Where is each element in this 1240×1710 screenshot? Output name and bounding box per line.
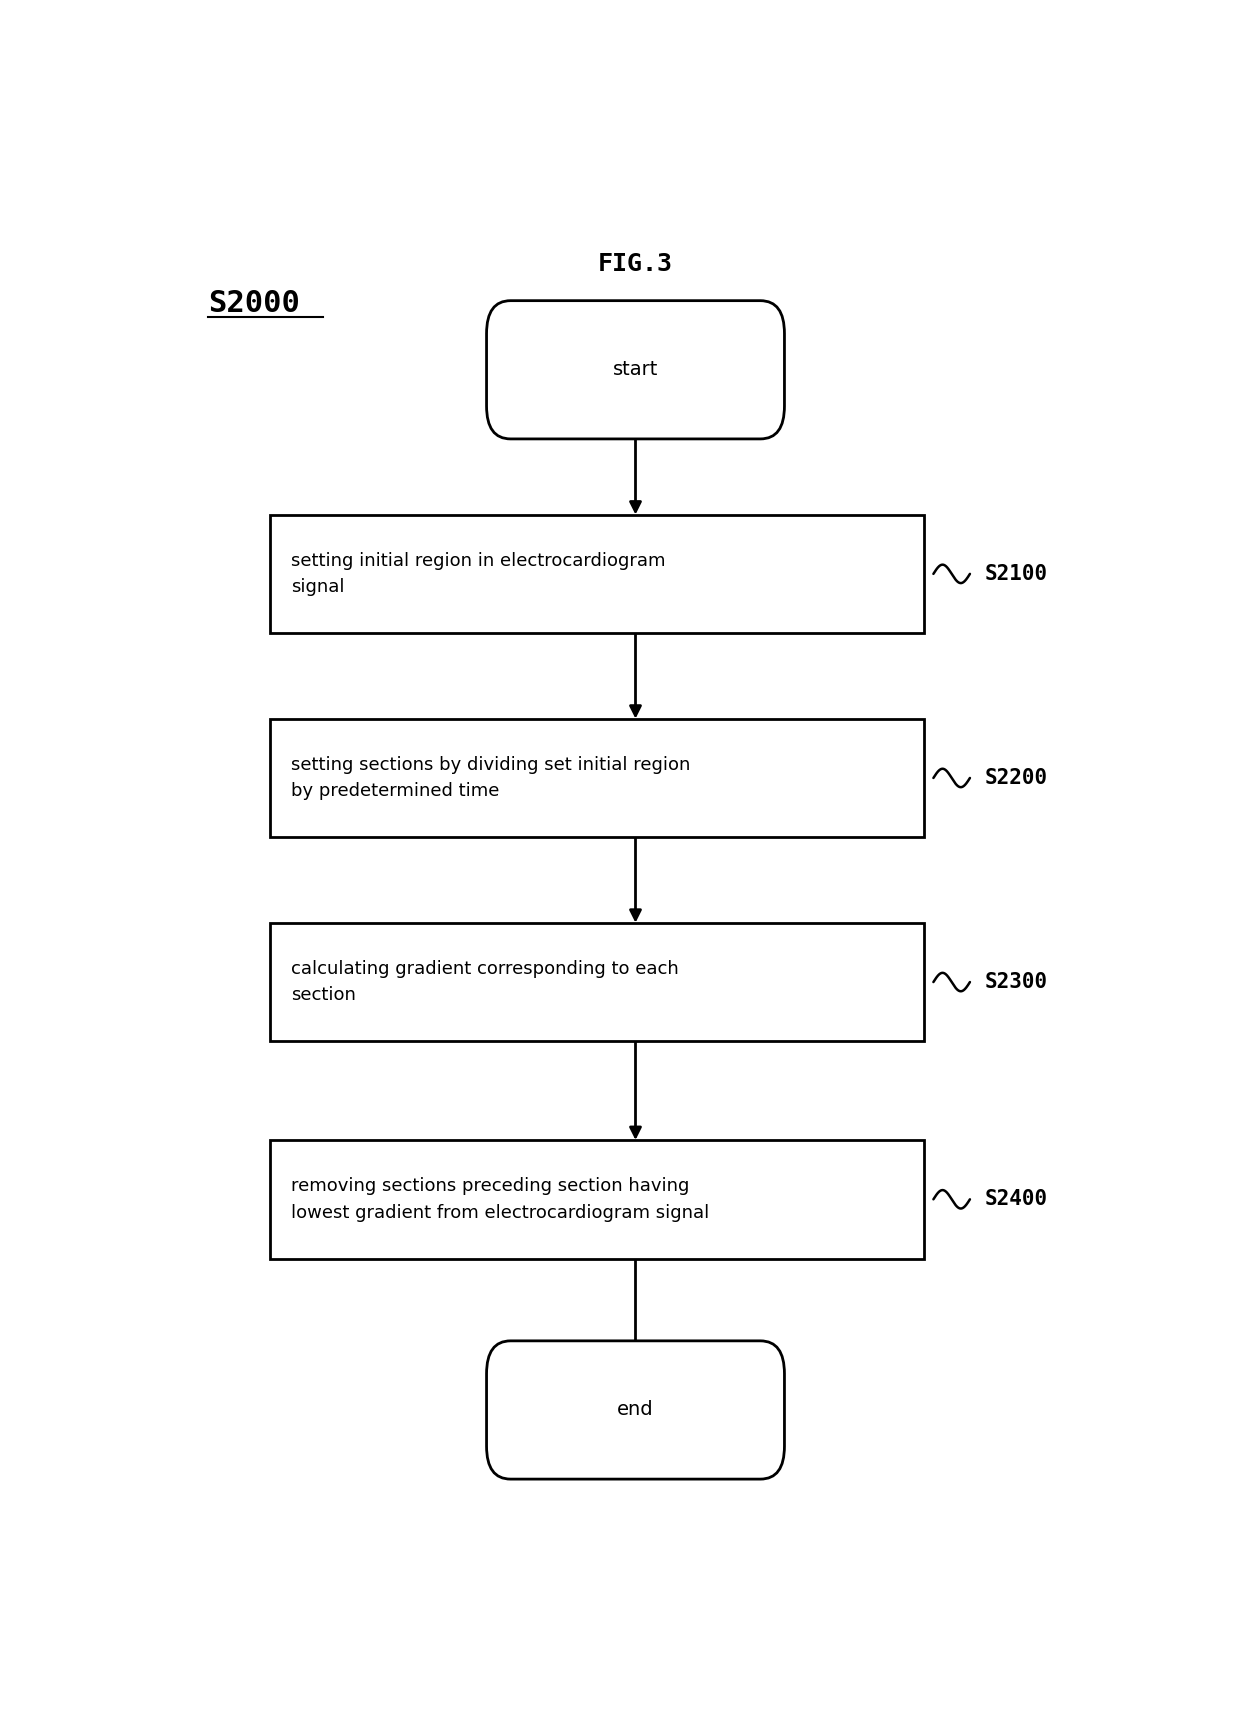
Bar	[270, 718, 924, 838]
Text: S2100: S2100	[985, 564, 1048, 583]
Text: S2300: S2300	[985, 971, 1048, 992]
Text: calculating gradient corresponding to each
section: calculating gradient corresponding to ea…	[291, 959, 680, 1004]
Bar	[270, 515, 924, 633]
Text: S2000: S2000	[208, 289, 300, 318]
FancyBboxPatch shape	[486, 1341, 785, 1479]
FancyBboxPatch shape	[486, 301, 785, 439]
Text: FIG.3: FIG.3	[598, 253, 673, 277]
Text: setting initial region in electrocardiogram
signal: setting initial region in electrocardiog…	[291, 552, 666, 597]
Text: setting sections by dividing set initial region
by predetermined time: setting sections by dividing set initial…	[291, 756, 691, 800]
Text: S2400: S2400	[985, 1190, 1048, 1209]
Text: end: end	[618, 1400, 653, 1419]
Bar	[270, 1141, 924, 1259]
Text: start: start	[613, 361, 658, 380]
Bar	[270, 923, 924, 1041]
Text: S2200: S2200	[985, 768, 1048, 788]
Text: removing sections preceding section having
lowest gradient from electrocardiogra: removing sections preceding section havi…	[291, 1176, 709, 1221]
